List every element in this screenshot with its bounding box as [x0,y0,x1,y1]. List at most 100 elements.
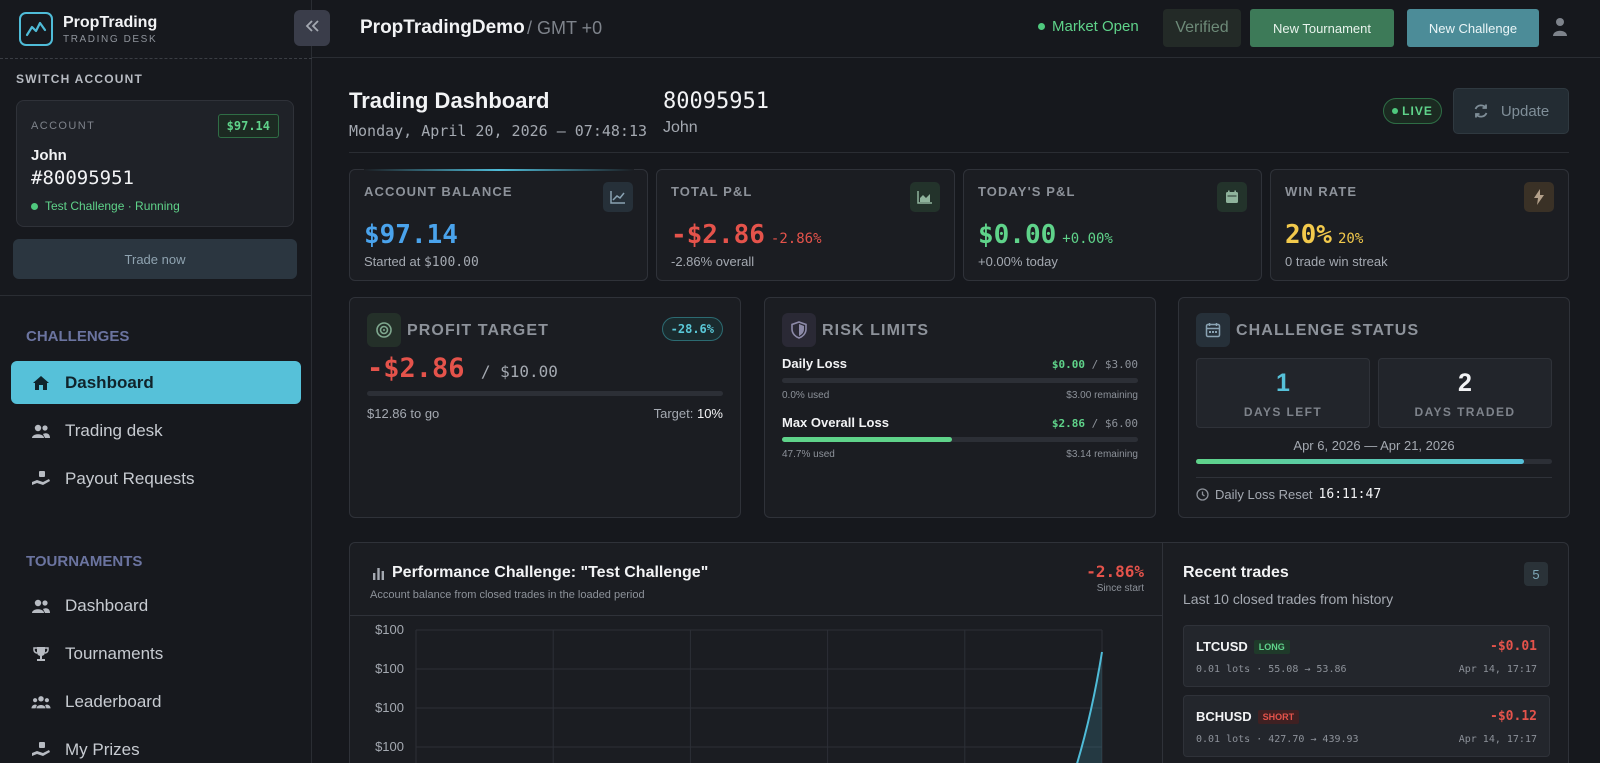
stat-card-total-pnl: TOTAL P&L -$2.86 -2.86% -2.86% overall [656,169,955,281]
performance-subtitle: Account balance from closed trades in th… [370,589,645,601]
days-left-value: 1 [1276,369,1290,397]
trade-row[interactable]: BCHUSD SHORT -$0.12 0.01 lots · 427.70 → … [1183,695,1550,757]
daily-loss-value: $0.00 / $3.00 [1052,358,1138,371]
account-label: ACCOUNT [31,120,96,132]
trade-pnl: -$0.01 [1490,639,1537,654]
nav-challenges-dashboard[interactable]: Dashboard [11,361,301,404]
live-text: LIVE [1402,104,1433,118]
profit-value: -$2.86 [367,353,465,384]
nav-label: My Prizes [65,739,140,759]
y-tick-label: $100 [375,700,404,715]
nav-leaderboard[interactable]: Leaderboard [11,680,301,723]
performance-pct: -2.86% [1086,562,1144,581]
trade-symbol: BCHUSD SHORT [1196,709,1300,724]
brand[interactable]: PropTrading TRADING DESK [19,12,157,46]
nav-label: Leaderboard [65,691,162,711]
daily-loss-remaining: $3.00 remaining [1066,390,1138,401]
status-dot-icon [1392,108,1399,114]
users-icon [31,596,51,616]
collapse-sidebar-button[interactable] [294,10,330,46]
divider [350,615,1162,616]
nav-trading-desk[interactable]: Trading desk [11,409,301,452]
days-left-box: 1 DAYS LEFT [1196,358,1370,428]
daily-loss-label: Daily Loss [782,356,848,371]
y-tick-label: $100 [375,622,404,637]
panel-title: CHALLENGE STATUS [1236,322,1420,339]
logo-icon [19,12,53,46]
days-traded-value: 2 [1458,369,1472,397]
header-account-name: John [663,119,698,136]
new-tournament-button[interactable]: New Tournament [1250,9,1394,47]
performance-title: Performance Challenge: "Test Challenge" [392,564,709,581]
market-status: Market Open [1038,18,1139,35]
recent-trades-title: Recent trades [1183,564,1289,581]
divider [1196,477,1552,478]
stat-delta: 20% [1337,231,1364,247]
stat-label: WIN RATE [1285,184,1358,199]
recent-trades-count: 5 [1524,562,1548,586]
account-balance-badge: $97.14 [217,114,279,138]
trade-pnl: -$0.12 [1490,709,1537,724]
stat-value: 20% 20% [1285,220,1363,250]
stat-card-win-rate: WIN RATE 20% 20% 0 trade win streak [1270,169,1569,281]
refresh-icon [1473,103,1489,119]
new-challenge-button[interactable]: New Challenge [1407,9,1539,47]
max-loss-label: Max Overall Loss [782,415,889,430]
nav-payout-requests[interactable]: Payout Requests [11,457,301,500]
max-loss-value: $2.86 / $6.00 [1052,417,1138,430]
target-icon [367,313,401,347]
nav-tournaments-dashboard[interactable]: Dashboard [11,584,301,627]
divider [349,152,1569,153]
page-datetime: Monday, April 20, 2026 — 07:48:13 [349,122,648,140]
stat-value: $0.00 +0.00% [978,220,1113,250]
nav-label: Dashboard [65,595,149,615]
header-account-id: 80095951 [663,89,769,114]
stat-sub: +0.00% today [978,254,1058,269]
days-left-label: DAYS LEFT [1243,405,1323,419]
nav-label: Trading desk [65,420,163,440]
nav-my-prizes[interactable]: My Prizes [11,728,301,763]
series-line [1076,651,1103,763]
stat-value-main: 20% [1285,220,1332,250]
max-loss-used: $2.86 [1051,417,1086,430]
stat-card-todays-pnl: TODAY'S P&L $0.00 +0.00% +0.00% today [963,169,1262,281]
trade-now-button[interactable]: Trade now [13,239,297,279]
max-loss-remaining: $3.14 remaining [1066,449,1138,460]
account-card[interactable]: ACCOUNT $97.14 John #80095951 Test Chall… [16,100,294,227]
performance-chart[interactable]: $100 $100 $100 $100 [350,616,1162,763]
status-dot-icon [1038,23,1045,30]
challenge-dates: Apr 6, 2026 — Apr 21, 2026 [1293,438,1455,453]
max-loss-limit: / $6.00 [1085,417,1138,430]
prize-icon [31,740,51,760]
stat-sub-value: +0.00% today [978,254,1058,269]
brand-subtitle: TRADING DESK [63,33,158,45]
stat-sub: -2.86% overall [671,254,754,269]
chart-up-icon [603,182,633,212]
stat-sub-value: $100.00 [423,255,479,270]
nav-label: Dashboard [65,372,154,392]
bar-chart-icon [372,567,385,580]
bolt-icon [1524,182,1554,212]
challenge-progress-fill [1196,459,1524,464]
max-loss-track [782,437,1138,442]
trade-time: Apr 14, 17:17 [1458,664,1537,675]
area-chart-icon [910,182,940,212]
days-traded-box: 2 DAYS TRADED [1378,358,1552,428]
account-id: #80095951 [31,167,134,189]
stat-label: ACCOUNT BALANCE [364,184,513,199]
brand-name: PropTrading [63,13,158,31]
account-status: Test Challenge · Running [31,199,180,213]
performance-since: Since start [1096,583,1144,594]
challenge-status-panel: CHALLENGE STATUS 1 DAYS LEFT 2 DAYS TRAD… [1178,297,1570,518]
recent-trades-panel: Recent trades Last 10 closed trades from… [1162,542,1569,763]
account-status-text: Test Challenge · Running [45,199,180,213]
panel-title: PROFIT TARGET [407,322,549,339]
stat-card-account-balance: ACCOUNT BALANCE $97.14 Started at $100.0… [349,169,648,281]
update-button[interactable]: Update [1453,88,1569,134]
nav-tournaments[interactable]: Tournaments [11,632,301,675]
update-label: Update [1500,102,1550,120]
series-area [1077,652,1102,763]
trade-row[interactable]: LTCUSD LONG -$0.01 0.01 lots · 55.08 → 53… [1183,625,1550,687]
user-icon[interactable] [1552,17,1572,39]
stat-delta: -2.86% [770,231,822,247]
